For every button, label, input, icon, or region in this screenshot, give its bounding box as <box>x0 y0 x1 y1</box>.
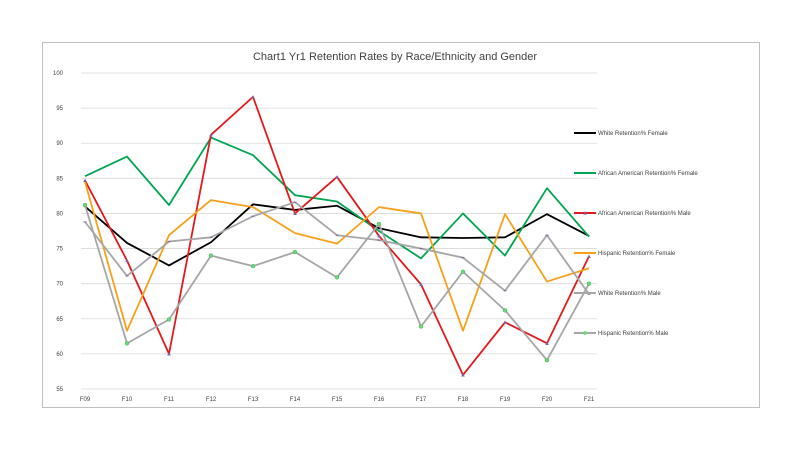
data-point <box>545 341 549 345</box>
series-line-1 <box>84 136 590 260</box>
y-tick-label: 60 <box>56 352 63 358</box>
series-line-0 <box>84 203 590 267</box>
legend-label: White Retention% Male <box>598 291 661 297</box>
data-point <box>166 317 172 322</box>
data-point <box>586 281 592 286</box>
y-tick-label: 90 <box>56 141 63 147</box>
retention-line-chart: Chart1 Yr1 Retention Rates by Race/Ethni… <box>53 51 698 403</box>
data-point <box>460 269 466 274</box>
chart-title: Chart1 Yr1 Retention Rates by Race/Ethni… <box>253 51 537 63</box>
data-point <box>293 211 297 216</box>
x-tick-label: F12 <box>206 397 217 403</box>
data-point <box>418 324 424 329</box>
y-tick-label: 65 <box>56 317 63 323</box>
x-tick-label: F13 <box>248 397 259 403</box>
x-tick-label: F11 <box>164 397 175 403</box>
y-tick-label: 85 <box>56 176 63 182</box>
legend-label: African American Retention% Male <box>598 211 691 217</box>
legend-label: Hispanic Retention% Female <box>598 251 676 257</box>
data-point <box>82 202 88 208</box>
data-point <box>587 254 591 258</box>
data-point <box>376 221 382 227</box>
data-point <box>209 132 213 137</box>
data-point <box>544 358 550 363</box>
data-point <box>125 258 129 263</box>
data-point <box>208 253 214 258</box>
y-tick-label: 95 <box>56 106 63 112</box>
y-tick-label: 80 <box>56 211 63 217</box>
legend-label: White Retention% Female <box>598 131 668 137</box>
x-tick-label: F18 <box>458 397 469 403</box>
x-tick-label: F09 <box>80 397 91 403</box>
y-tick-label: 100 <box>53 71 64 77</box>
legend-label: Hispanic Retention% Male <box>598 331 669 337</box>
data-point <box>250 263 256 269</box>
data-point <box>292 249 298 255</box>
data-point <box>124 341 130 346</box>
data-point <box>502 308 508 313</box>
data-point <box>335 175 339 179</box>
y-tick-label: 55 <box>56 387 63 393</box>
data-point <box>251 95 255 99</box>
data-point <box>167 352 171 356</box>
data-point <box>419 282 423 286</box>
legend-label: African American Retention% Female <box>598 171 698 177</box>
data-point <box>461 373 465 377</box>
data-point <box>83 178 87 183</box>
data-point <box>334 275 340 280</box>
chart-frame: Chart1 Yr1 Retention Rates by Race/Ethni… <box>42 42 760 408</box>
y-tick-label: 70 <box>56 282 63 288</box>
data-point <box>377 234 381 238</box>
data-point <box>503 320 507 324</box>
x-tick-label: F19 <box>500 397 511 403</box>
series-line-3 <box>84 181 590 332</box>
x-tick-label: F14 <box>290 397 301 403</box>
x-tick-label: F21 <box>584 397 595 403</box>
legend-marker <box>583 331 587 335</box>
legend-marker <box>583 211 587 215</box>
x-tick-label: F17 <box>416 397 427 403</box>
x-tick-label: F20 <box>542 397 553 403</box>
x-tick-label: F10 <box>122 397 133 403</box>
x-tick-label: F16 <box>374 397 385 403</box>
y-tick-label: 75 <box>56 247 63 253</box>
x-tick-label: F15 <box>332 397 343 403</box>
